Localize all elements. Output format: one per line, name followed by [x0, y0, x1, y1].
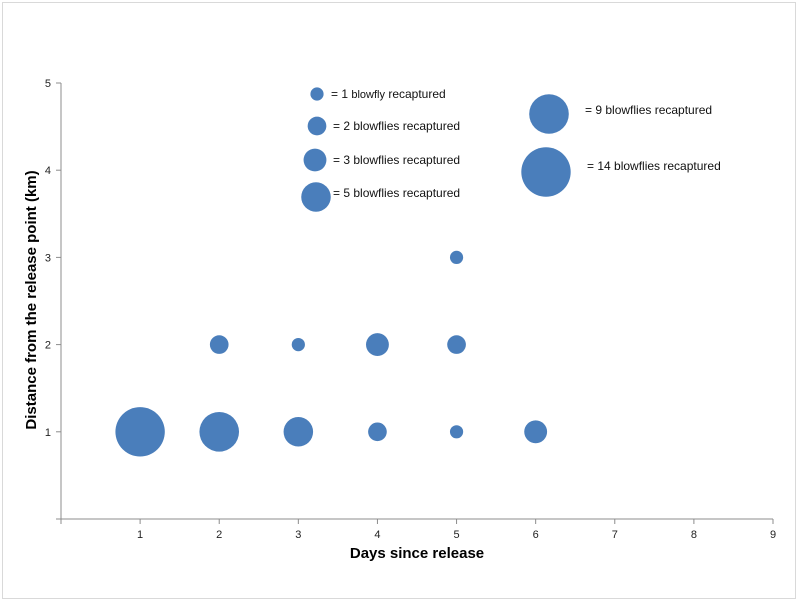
x-tick-label: 8	[691, 529, 697, 541]
x-tick-label: 9	[770, 529, 776, 541]
bubble	[524, 420, 548, 444]
x-tick-label: 3	[295, 529, 301, 541]
legend-bubble	[301, 182, 331, 212]
y-tick-label: 4	[45, 165, 51, 177]
y-tick-label: 2	[45, 340, 51, 352]
x-tick-label: 4	[374, 529, 380, 541]
y-tick-label: 5	[45, 78, 51, 90]
bubble	[447, 335, 466, 354]
y-tick-label: 1	[45, 427, 51, 439]
legend-label: = 1 blowfly recaptured	[331, 87, 446, 101]
legend-label: = 9 blowflies recaptured	[585, 103, 712, 117]
x-axis-title: Days since release	[350, 545, 484, 562]
bubble	[209, 335, 229, 354]
legend-bubble	[310, 87, 324, 101]
legend-bubble	[303, 148, 327, 172]
y-ticks: 1 2 3 4 5	[45, 78, 61, 520]
x-tick-label: 5	[453, 529, 459, 541]
legend-label: = 14 blowflies recaptured	[587, 159, 721, 173]
legend-label: = 3 blowflies recaptured	[333, 153, 460, 167]
bubble	[291, 338, 305, 352]
x-tick-label: 6	[533, 529, 539, 541]
x-tick-label: 7	[612, 529, 618, 541]
x-tick-label: 1	[137, 529, 143, 541]
bubble	[368, 422, 387, 442]
legend-label: = 2 blowflies recaptured	[333, 119, 460, 133]
bubble	[283, 417, 314, 447]
axes	[60, 83, 773, 520]
x-tick-label: 2	[216, 529, 222, 541]
legend-bubble	[307, 116, 327, 136]
legend-bubble	[521, 147, 571, 197]
y-axis-title: Distance from the release point (km)	[23, 170, 40, 429]
legend-bubble	[529, 94, 569, 134]
bubbles	[115, 250, 548, 457]
legend: = 1 blowfly recaptured = 2 blowflies reca…	[301, 87, 721, 212]
bubble	[366, 333, 389, 357]
bubble	[449, 250, 464, 264]
legend-label: = 5 blowflies recaptured	[333, 186, 460, 200]
x-ticks: 1 2 3 4 5 6 7 8 9	[60, 519, 776, 541]
bubble	[449, 425, 464, 439]
bubble	[199, 412, 240, 452]
y-tick-label: 3	[45, 252, 51, 264]
bubble	[115, 407, 165, 457]
